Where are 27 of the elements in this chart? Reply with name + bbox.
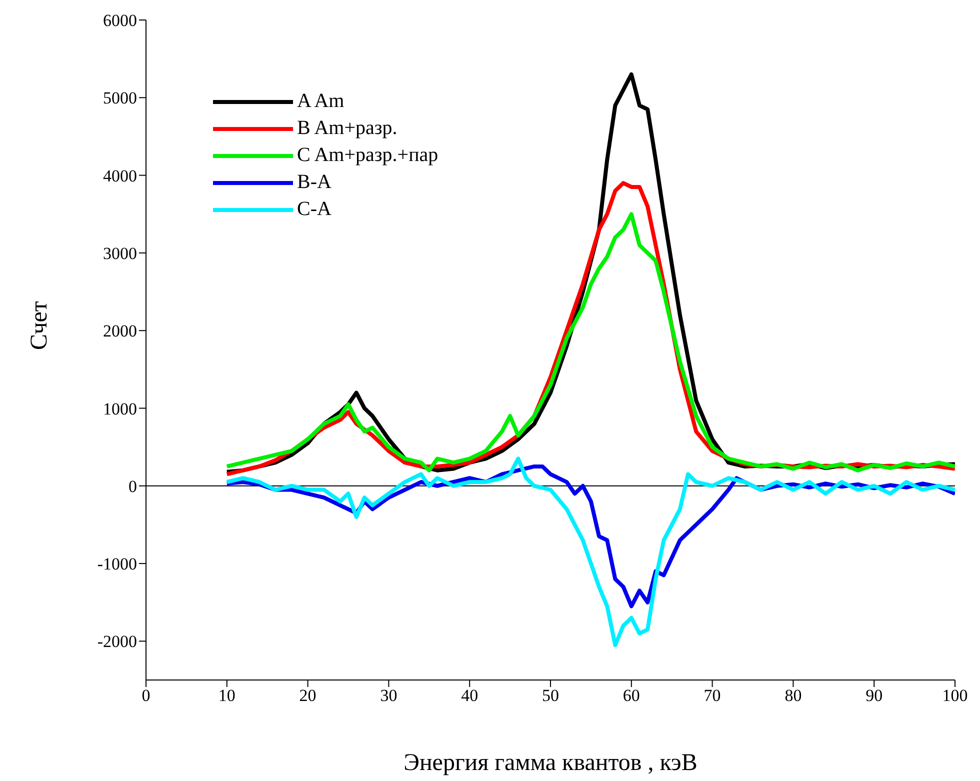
x-axis-title: Энергия гамма квантов , кэВ	[404, 750, 698, 776]
x-tick-label: 70	[704, 686, 721, 706]
y-tick-label: 3000	[103, 244, 137, 263]
x-tick-label: 40	[461, 686, 478, 706]
x-tick-label: 10	[218, 686, 236, 706]
legend-label: C-A	[297, 198, 332, 221]
y-tick-label: 5000	[103, 88, 137, 108]
y-tick-label: -1000	[97, 554, 137, 574]
y-tick-label: 4000	[103, 166, 137, 186]
legend-label: C Am+разр.+пар	[297, 144, 438, 167]
x-tick-label: 60	[622, 686, 640, 706]
x-tick-label: 100	[942, 686, 968, 706]
y-tick-label: 6000	[103, 11, 137, 30]
y-axis-title: Счет	[26, 300, 53, 350]
x-tick-label: 90	[866, 686, 883, 706]
x-tick-label: 50	[542, 686, 559, 706]
x-tick-label: 0	[142, 686, 150, 706]
y-tick-label: 2000	[103, 322, 137, 341]
legend-label: B Am+разр.	[297, 117, 398, 140]
y-tick-label: -2000	[97, 632, 137, 652]
y-tick-label: 0	[128, 476, 137, 496]
legend-label: B-A	[297, 171, 332, 194]
x-tick-label: 30	[380, 686, 398, 706]
x-tick-label: 20	[299, 686, 316, 706]
legend-label: A Am	[297, 90, 344, 113]
x-tick-label: 80	[784, 686, 802, 706]
y-tick-label: 1000	[103, 399, 137, 418]
